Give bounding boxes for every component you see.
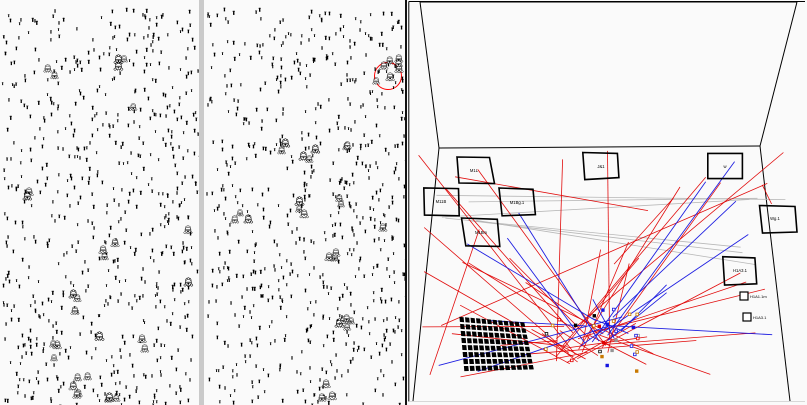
svg-text:H1A3.1: H1A3.1 [753,315,767,320]
svg-text:H1A1.1m: H1A1.1m [750,294,767,299]
svg-text:M1Bm: M1Bm [475,230,488,235]
svg-text:M11B: M11B [436,199,447,204]
svg-text:M1Bg.1: M1Bg.1 [510,200,525,205]
svg-text:M1L: M1L [470,168,479,173]
svg-text:J&1: J&1 [597,164,605,169]
svg-text:H1A3.1: H1A3.1 [733,268,748,273]
svg-text:Wg.1: Wg.1 [770,216,780,221]
svg-text:w: w [723,164,727,169]
